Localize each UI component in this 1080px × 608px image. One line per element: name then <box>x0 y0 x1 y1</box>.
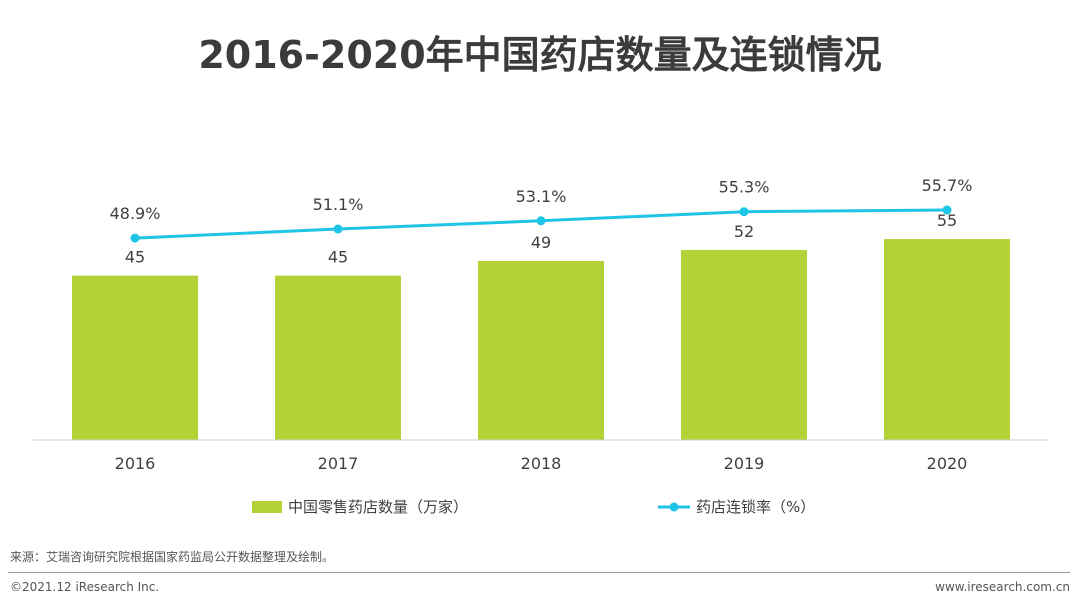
website-link[interactable]: www.iresearch.com.cn <box>935 580 1070 594</box>
bar-value-label: 52 <box>734 222 754 241</box>
bar-value-label: 45 <box>328 248 348 267</box>
bar <box>478 260 604 440</box>
bar-value-label: 49 <box>531 233 551 252</box>
line-point <box>536 216 546 226</box>
legend-label-bar: 中国零售药店数量（万家） <box>288 498 468 516</box>
x-tick-label: 2017 <box>318 454 359 473</box>
bar-value-label: 55 <box>937 211 957 230</box>
bar <box>275 275 401 440</box>
legend-swatch-marker <box>669 502 679 512</box>
x-tick-label: 2018 <box>521 454 562 473</box>
legend-swatch-bar <box>252 501 282 513</box>
x-tick-label: 2020 <box>927 454 968 473</box>
line-series: 48.9% 51.1% 53.1% 55.3% 55.7% <box>110 176 973 243</box>
line-point <box>942 205 952 215</box>
bar <box>884 239 1010 440</box>
source-note: 来源：艾瑞咨询研究院根据国家药监局公开数据整理及绘制。 <box>10 550 335 564</box>
line-point <box>739 207 749 217</box>
x-axis-ticks: 2016 2017 2018 2019 2020 <box>115 454 968 473</box>
x-tick-label: 2016 <box>115 454 156 473</box>
bar-series: 45 45 49 52 55 <box>72 211 1010 440</box>
line-value-label: 48.9% <box>110 204 161 223</box>
x-tick-label: 2019 <box>724 454 765 473</box>
line-point <box>130 233 140 243</box>
chart-title: 2016-2020年中国药店数量及连锁情况 <box>198 33 882 77</box>
bar <box>681 250 807 440</box>
legend: 中国零售药店数量（万家） 药店连锁率（%） <box>252 498 815 516</box>
bar <box>72 275 198 440</box>
legend-label-line: 药店连锁率（%） <box>696 498 815 516</box>
line-value-label: 55.7% <box>922 176 973 195</box>
line-value-label: 53.1% <box>516 187 567 206</box>
line-point <box>333 224 343 234</box>
line-value-label: 55.3% <box>719 178 770 197</box>
copyright: ©2021.12 iResearch Inc. <box>10 580 160 594</box>
footer-divider <box>8 572 1070 573</box>
line-value-label: 51.1% <box>313 195 364 214</box>
bar-value-label: 45 <box>125 248 145 267</box>
chart: 45 45 49 52 55 48.9% 51.1% 53.1% 55.3% 55.7% 201… <box>33 176 1048 516</box>
